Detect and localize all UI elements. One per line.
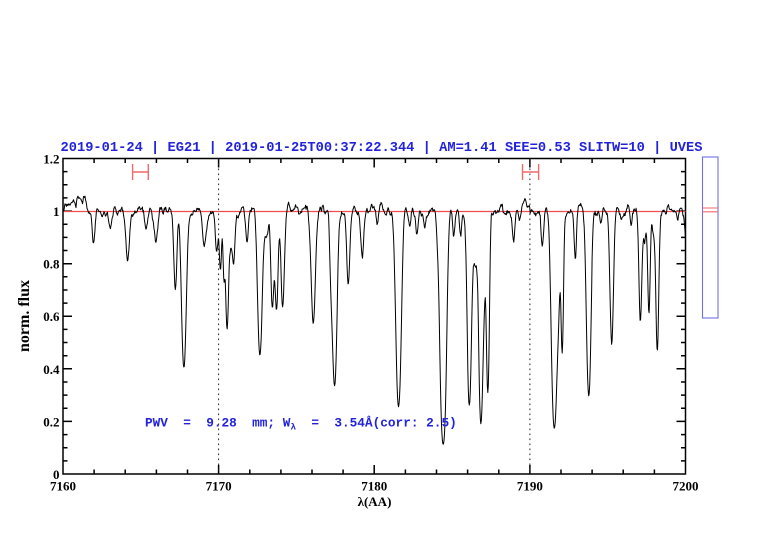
svg-text:λ(AA): λ(AA) (358, 494, 392, 509)
svg-text:PWV = 9.28 mm; Wλ = 3.54Å: PWV = 9.28 mm; Wλ = 3.54Å(corr: 2.5) (145, 416, 457, 433)
svg-text:7170: 7170 (206, 479, 232, 494)
svg-text:0: 0 (53, 467, 60, 482)
svg-text:7180: 7180 (361, 479, 387, 494)
svg-text:1.2: 1.2 (43, 152, 59, 167)
svg-text:7200: 7200 (673, 479, 699, 494)
svg-text:0.2: 0.2 (43, 414, 59, 429)
svg-text:0.4: 0.4 (43, 362, 60, 377)
svg-text:0.8: 0.8 (43, 257, 60, 272)
svg-text:7160: 7160 (50, 479, 76, 494)
svg-text:norm. flux: norm. flux (16, 280, 33, 352)
svg-text:1: 1 (53, 204, 60, 219)
svg-text:2019-01-24 | EG21 | 2019-01-25: 2019-01-24 | EG21 | 2019-01-25T00:37:22.… (61, 140, 703, 156)
svg-text:7190: 7190 (517, 479, 543, 494)
svg-text:0.6: 0.6 (43, 309, 60, 324)
